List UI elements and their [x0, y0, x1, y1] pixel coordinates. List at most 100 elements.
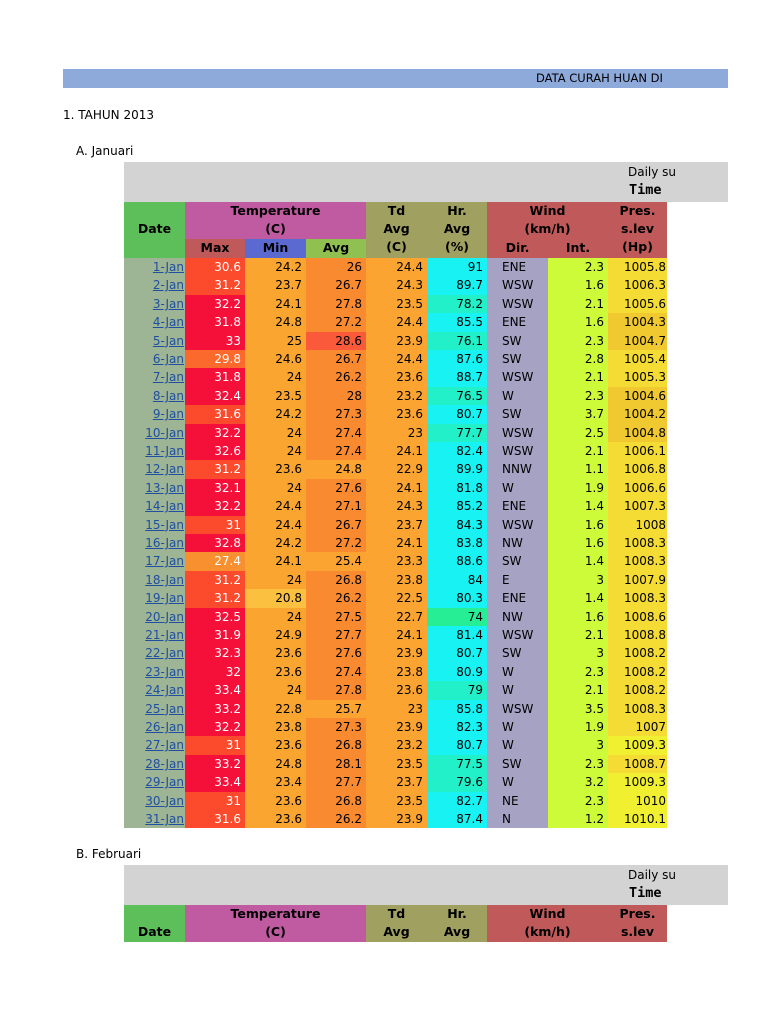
- date-link[interactable]: 30-Jan: [145, 793, 184, 808]
- date-link[interactable]: 15-Jan: [145, 517, 184, 532]
- date-link[interactable]: 5-Jan: [152, 333, 184, 348]
- date-link[interactable]: 19-Jan: [145, 591, 184, 606]
- max-temp-cell: 31.6: [185, 810, 245, 829]
- td-avg-cell: 24.3: [366, 497, 427, 516]
- date-cell: 27-Jan: [124, 736, 185, 755]
- table-row: 16-Jan 32.8 24.2 27.2 24.1 83.8 NW 1.6 1008.3: [124, 534, 667, 553]
- wind-dir-cell: WSW: [487, 515, 548, 534]
- date-link[interactable]: 20-Jan: [145, 609, 184, 624]
- table-row: 15-Jan 31 24.4 26.7 23.7 84.3 WSW 1.6 1008: [124, 515, 667, 534]
- wind-int-cell: 2.3: [548, 662, 608, 682]
- date-link[interactable]: 7-Jan: [152, 370, 184, 385]
- avg-temp-cell: 26.8: [306, 736, 366, 755]
- date-link[interactable]: 12-Jan: [145, 462, 184, 477]
- date-link[interactable]: 21-Jan: [145, 628, 184, 642]
- date-link[interactable]: 29-Jan: [145, 775, 184, 790]
- min-temp-cell: 23.6: [245, 736, 306, 755]
- date-link[interactable]: 3-Jan: [152, 296, 184, 311]
- date-link[interactable]: 24-Jan: [145, 683, 184, 698]
- wind-dir-cell: WSW: [487, 626, 548, 645]
- humidity-cell: 83.8: [427, 534, 487, 553]
- min-temp-cell: 24.8: [245, 313, 306, 332]
- date-link[interactable]: 23-Jan: [145, 664, 184, 679]
- td-avg-cell: 23.2: [366, 736, 427, 755]
- table-row: 14-Jan 32.2 24.4 27.1 24.3 85.2 ENE 1.4 1007.3: [124, 497, 667, 516]
- date-link[interactable]: 31-Jan: [145, 812, 184, 826]
- banner-title: DATA CURAH HUAN DI: [536, 71, 663, 85]
- date-cell: 18-Jan: [124, 570, 185, 590]
- date-link[interactable]: 14-Jan: [145, 499, 184, 514]
- max-temp-cell: 33: [185, 331, 245, 350]
- date-link[interactable]: 11-Jan: [145, 444, 184, 458]
- date-link[interactable]: 22-Jan: [145, 646, 184, 661]
- date-link[interactable]: 10-Jan: [145, 425, 184, 440]
- date-link[interactable]: 25-Jan: [145, 701, 184, 716]
- max-temp-cell: 31.2: [185, 589, 245, 608]
- wind-dir-cell: ENE: [487, 497, 548, 516]
- max-header: Max: [185, 239, 245, 258]
- avg-temp-cell: 27.3: [306, 405, 366, 424]
- date-cell: 1-Jan: [124, 258, 185, 277]
- wind-dir-cell: WSW: [487, 423, 548, 442]
- date-link[interactable]: 9-Jan: [152, 407, 184, 422]
- humidity-cell: 89.7: [427, 276, 487, 295]
- date-link[interactable]: 26-Jan: [145, 720, 184, 734]
- date-link[interactable]: 18-Jan: [145, 572, 184, 587]
- min-temp-cell: 24: [245, 423, 306, 442]
- humidity-cell: 82.7: [427, 791, 487, 810]
- humidity-cell: 85.8: [427, 699, 487, 718]
- td-header-feb: Td Avg: [366, 905, 427, 942]
- date-cell: 21-Jan: [124, 626, 185, 645]
- date-link[interactable]: 1-Jan: [152, 260, 184, 274]
- wind-dir-cell: W: [487, 386, 548, 406]
- date-cell: 15-Jan: [124, 515, 185, 534]
- wind-int-cell: 3.2: [548, 773, 608, 792]
- max-temp-cell: 32.2: [185, 294, 245, 314]
- td-avg-cell: 22.9: [366, 460, 427, 479]
- humidity-cell: 84: [427, 570, 487, 590]
- max-temp-cell: 31.6: [185, 405, 245, 424]
- date-link[interactable]: 27-Jan: [145, 738, 184, 753]
- wind-int-cell: 1.4: [548, 497, 608, 516]
- date-cell: 7-Jan: [124, 368, 185, 387]
- date-link[interactable]: 28-Jan: [145, 756, 184, 771]
- date-cell: 4-Jan: [124, 313, 185, 332]
- td-avg-cell: 23.9: [366, 718, 427, 737]
- pressure-header-feb: Pres. s.lev: [608, 905, 667, 942]
- avg-temp-cell: 27.8: [306, 681, 366, 700]
- date-link[interactable]: 16-Jan: [145, 536, 184, 550]
- wind-dir-cell: WSW: [487, 368, 548, 387]
- table-row: 10-Jan 32.2 24 27.4 23 77.7 WSW 2.5 1004.8: [124, 423, 667, 442]
- avg-temp-cell: 25.4: [306, 552, 366, 571]
- max-temp-cell: 33.2: [185, 699, 245, 718]
- max-temp-cell: 33.4: [185, 773, 245, 792]
- date-cell: 23-Jan: [124, 662, 185, 682]
- date-cell: 3-Jan: [124, 294, 185, 314]
- pressure-cell: 1004.2: [608, 405, 667, 424]
- wind-dir-cell: SW: [487, 331, 548, 350]
- max-temp-cell: 31.8: [185, 313, 245, 332]
- min-temp-cell: 24.9: [245, 626, 306, 645]
- table-row: 4-Jan 31.8 24.8 27.2 24.4 85.5 ENE 1.6 1004.3: [124, 313, 667, 332]
- wind-dir-cell: W: [487, 662, 548, 682]
- date-link[interactable]: 13-Jan: [145, 480, 184, 495]
- wind-int-cell: 3.7: [548, 405, 608, 424]
- table-row: 23-Jan 32 23.6 27.4 23.8 80.9 W 2.3 1008.2: [124, 662, 667, 682]
- humidity-cell: 80.7: [427, 405, 487, 424]
- wind-int-cell: 1.9: [548, 718, 608, 737]
- wind-dir-cell: ENE: [487, 258, 548, 277]
- pressure-cell: 1004.7: [608, 331, 667, 350]
- daily-summary-label-feb: Daily su: [628, 868, 677, 882]
- pressure-cell: 1005.4: [608, 350, 667, 369]
- date-link[interactable]: 4-Jan: [152, 315, 184, 330]
- wind-dir-cell: W: [487, 681, 548, 700]
- date-link[interactable]: 8-Jan: [152, 388, 184, 403]
- table-row: 24-Jan 33.4 24 27.8 23.6 79 W 2.1 1008.2: [124, 681, 667, 700]
- date-cell: 11-Jan: [124, 442, 185, 461]
- table-row: 27-Jan 31 23.6 26.8 23.2 80.7 W 3 1009.3: [124, 736, 667, 755]
- date-link[interactable]: 17-Jan: [145, 554, 184, 569]
- date-link[interactable]: 2-Jan: [152, 278, 184, 293]
- date-link[interactable]: 6-Jan: [152, 352, 184, 366]
- wind-dir-cell: SW: [487, 754, 548, 774]
- min-temp-cell: 24: [245, 368, 306, 387]
